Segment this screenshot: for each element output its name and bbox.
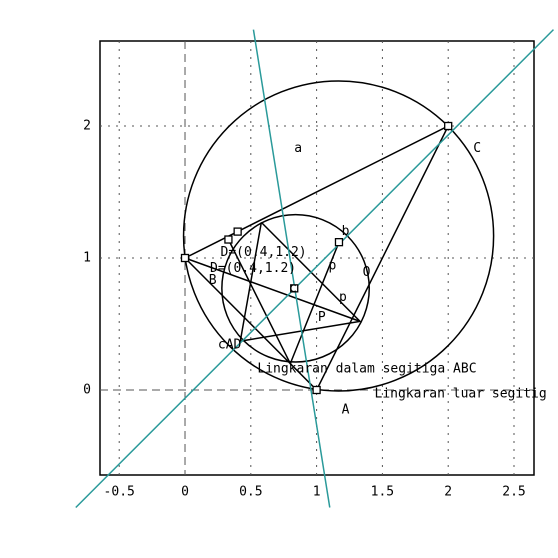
segment — [184, 257, 361, 323]
point — [224, 235, 233, 244]
label: a — [294, 141, 302, 156]
point — [180, 253, 190, 263]
label: D=(0.4,1.2) — [210, 261, 296, 276]
label: p — [328, 258, 336, 273]
label: P — [318, 310, 326, 325]
circle — [221, 213, 370, 363]
x-tick-label: 0 — [181, 485, 189, 500]
label: Lingkaran luar segitig — [375, 386, 547, 401]
segment — [75, 29, 555, 509]
y-tick-label: 0 — [83, 382, 91, 397]
circle — [182, 80, 495, 392]
label: b — [342, 224, 350, 239]
segment — [227, 239, 340, 366]
x-tick-label: -0.5 — [104, 485, 135, 500]
label: p — [339, 290, 347, 305]
point — [444, 121, 453, 131]
y-tick-label: 2 — [83, 119, 91, 134]
point — [312, 385, 321, 395]
label: c — [289, 281, 297, 296]
point — [233, 227, 242, 236]
segment — [252, 29, 331, 508]
x-tick-label: 2 — [444, 485, 452, 500]
x-tick-label: 1 — [313, 485, 321, 500]
label: cAD — [218, 338, 242, 353]
y-tick-label: 1 — [83, 251, 91, 266]
label: B — [209, 273, 217, 288]
label: A — [342, 402, 350, 417]
point — [334, 238, 344, 247]
x-tick-label: 2.5 — [502, 485, 525, 500]
label: C — [473, 141, 481, 156]
x-tick-label: 0.5 — [239, 485, 262, 500]
segment — [183, 124, 450, 391]
x-tick-label: 1.5 — [371, 485, 394, 500]
point — [290, 284, 299, 293]
label: O — [363, 265, 371, 280]
label: Lingkaran dalam segitiga ABC — [257, 361, 476, 376]
label: D=(0.4,1.2) — [221, 245, 307, 260]
